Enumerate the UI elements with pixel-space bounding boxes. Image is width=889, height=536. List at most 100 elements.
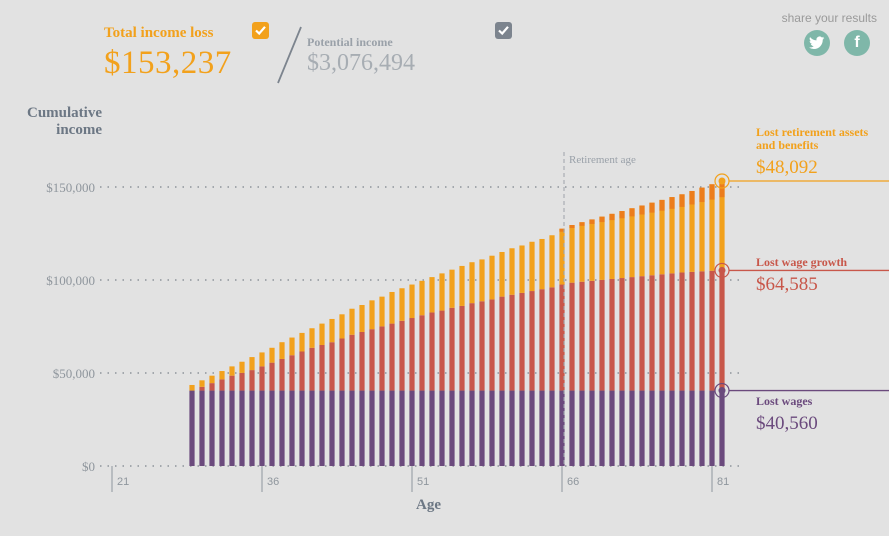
bar-segment [199,386,205,391]
bar-segment [579,222,585,282]
bar-segment [689,271,695,391]
end-marker-dot [718,266,726,274]
bar-segment [639,276,645,391]
bar-segment [189,390,195,466]
bar-segment [289,337,295,356]
bar-segment [259,366,265,391]
bar-segment [469,303,475,391]
bar-segment-top [709,184,715,200]
bar-segment [659,274,665,391]
end-marker-ring [714,382,730,399]
facebook-share-button[interactable]: f [844,30,870,56]
bar-segment [549,390,555,466]
bar-segment [299,351,305,391]
bar-segment [629,208,635,278]
bar-segment [259,390,265,466]
bar-segment [559,284,565,391]
bar-segment [279,342,285,359]
bar-segment [499,251,505,297]
bar-segment [199,380,205,387]
bar-segment [539,289,545,391]
bar-segment [409,390,415,466]
bar-segment [209,383,215,391]
bar-segment [319,344,325,391]
annotation-value: $48,092 [756,157,818,178]
bar-segment [499,390,505,466]
separator-slash [277,26,302,84]
bar-segment [419,280,425,316]
bar-segment [249,390,255,466]
y-tick-label: $0 [82,459,95,474]
income-loss-checkbox[interactable] [252,22,269,39]
bar-segment [389,291,395,324]
x-tick-label: 66 [567,476,579,488]
share-results-label: share your results [781,11,877,25]
bar-segment [279,390,285,466]
facebook-icon: f [854,34,860,51]
bar-segment [669,390,675,466]
bar-segment-top [669,197,675,209]
bar-segment-top [699,187,705,203]
bar-segment [339,338,345,391]
bar-segment [669,273,675,391]
twitter-share-button[interactable] [804,30,830,56]
bar-segment [309,328,315,348]
end-marker-dot [718,177,726,185]
bar-segment [649,202,655,276]
bar-segment [529,291,535,391]
potential-income-value: $3,076,494 [307,50,415,76]
annotation-label: Lost wage growth [756,255,847,269]
bar-segment [479,301,485,391]
annotation-label: Lost retirement assets [756,125,869,139]
bar-segment [449,390,455,466]
bar-segment [489,299,495,391]
bar-segment [659,199,665,275]
potential-income-checkbox[interactable] [495,22,512,39]
bar-segment [459,390,465,466]
y-tick-label: $100,000 [46,273,95,288]
end-marker-dot [718,387,726,395]
bar-segment [709,270,715,391]
bar-segment [519,390,525,466]
bar-segment [509,248,515,295]
bar-segment [289,355,295,391]
bar-segment [579,390,585,466]
bar-segment [329,390,335,466]
bar-segment [269,347,275,363]
twitter-icon [809,36,825,49]
bar-segment [499,296,505,391]
bar-segment [339,390,345,466]
bar-segment [369,300,375,330]
y-tick-label: $50,000 [53,366,95,381]
bar-segment [619,390,625,466]
bar-segment [439,310,445,391]
bar-segment [679,194,685,273]
bar-segment [569,390,575,466]
x-tick-label: 51 [417,476,429,488]
bar-segment-top [609,213,615,221]
bar-segment [269,390,275,466]
bar-segment [199,390,205,466]
bar-segment [699,390,705,466]
bar-segment [649,275,655,391]
bar-segment [299,332,305,352]
bar-segment [229,366,235,376]
bar-segment [379,326,385,391]
bar-segment [219,390,225,466]
bar-segment [519,245,525,293]
bar-segment [639,205,645,277]
bar-segment [359,390,365,466]
annotation-label: Lost wages [756,394,813,408]
bar-segment [209,390,215,466]
bar-segment [579,281,585,391]
bar-segment [559,390,565,466]
retirement-label: Retirement age [569,154,636,166]
bar-segment [549,235,555,288]
bar-segment [439,390,445,466]
bar-segment [419,315,425,391]
bar-segment [689,390,695,466]
bar-segment [349,334,355,391]
bar-segment [449,307,455,391]
bar-segment [429,277,435,313]
